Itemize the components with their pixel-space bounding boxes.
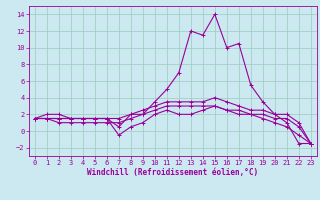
X-axis label: Windchill (Refroidissement éolien,°C): Windchill (Refroidissement éolien,°C)	[87, 168, 258, 177]
